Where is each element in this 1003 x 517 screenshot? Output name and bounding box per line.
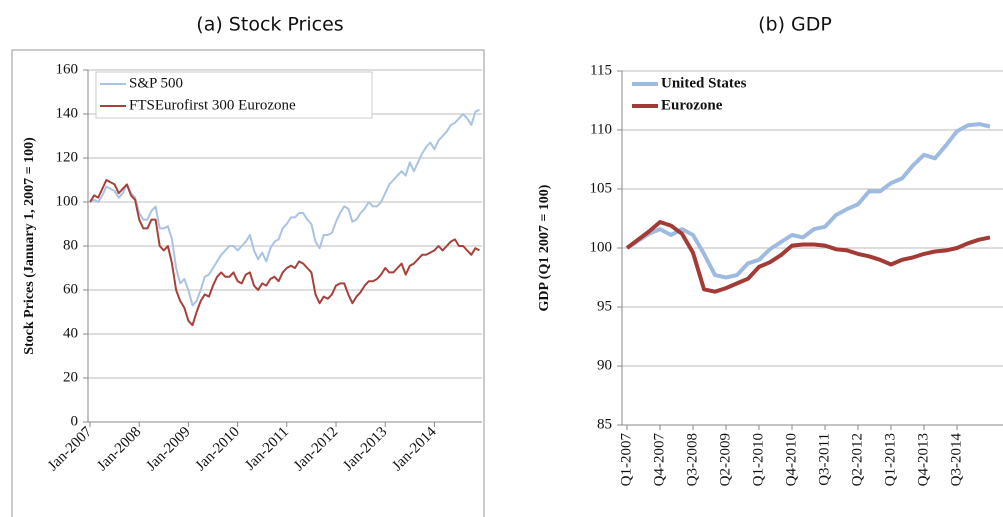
x-tick-label: Q2-2012 (849, 433, 865, 486)
x-tick-label: Q4-2007 (651, 433, 667, 487)
y-tick-label: 40 (63, 325, 78, 341)
y-tick-label: 0 (71, 413, 79, 429)
panel-border (11, 49, 485, 517)
y-tick-label: 80 (63, 237, 78, 253)
legend-label: Eurozone (661, 97, 723, 113)
chart-title: (b) GDP (758, 14, 832, 36)
x-tick-label: Q3-2014 (948, 433, 964, 487)
x-tick-label: Jan-2008 (94, 424, 144, 474)
x-tick-label: Q4-2010 (783, 433, 799, 486)
x-tick-label: Q2-2009 (717, 433, 733, 486)
series-line (625, 122, 991, 280)
y-tick-label: 110 (590, 121, 612, 137)
series-line (89, 179, 480, 327)
x-tick-label: Q1-2010 (750, 433, 766, 486)
y-tick-label: 115 (590, 62, 612, 78)
y-tick-label: 85 (597, 416, 612, 432)
x-tick-label: Q1-2013 (882, 433, 898, 486)
y-tick-label: 100 (590, 239, 613, 255)
legend-box (95, 71, 373, 119)
chart-title: (a) Stock Prices (196, 14, 343, 36)
x-tick-label: Jan-2007 (45, 424, 96, 475)
x-tick-label: Q3-2011 (816, 433, 832, 486)
series-line (89, 108, 480, 307)
x-tick-label: Jan-2011 (242, 424, 292, 474)
x-tick-label: Jan-2010 (193, 424, 243, 474)
y-axis-title: GDP (Q1 2007 = 100) (537, 184, 552, 311)
x-tick-label: Q4-2013 (915, 433, 931, 486)
y-tick-label: 140 (56, 105, 79, 121)
x-tick-label: Jan-2014 (389, 424, 440, 475)
y-tick-label: 20 (63, 369, 78, 385)
x-tick-label: Jan-2012 (291, 424, 341, 474)
y-tick-label: 100 (56, 193, 79, 209)
series-line (625, 220, 991, 294)
y-tick-label: 160 (56, 61, 79, 77)
x-tick-label: Q3-2008 (684, 433, 700, 486)
y-tick-label: 105 (590, 180, 613, 196)
y-tick-label: 120 (56, 149, 79, 165)
x-tick-label: Q1-2007 (618, 433, 634, 487)
y-tick-label: 90 (597, 357, 612, 373)
legend-label: S&P 500 (129, 75, 183, 91)
legend-label: FTSEurofirst 300 Eurozone (129, 97, 296, 113)
y-axis-title: Stock Prices (January 1, 2007 = 100) (22, 137, 37, 355)
x-tick-label: Jan-2013 (340, 424, 390, 474)
y-tick-label: 95 (597, 298, 612, 314)
y-tick-label: 60 (63, 281, 78, 297)
x-tick-label: Jan-2009 (143, 424, 193, 474)
legend-label: United States (661, 75, 747, 91)
